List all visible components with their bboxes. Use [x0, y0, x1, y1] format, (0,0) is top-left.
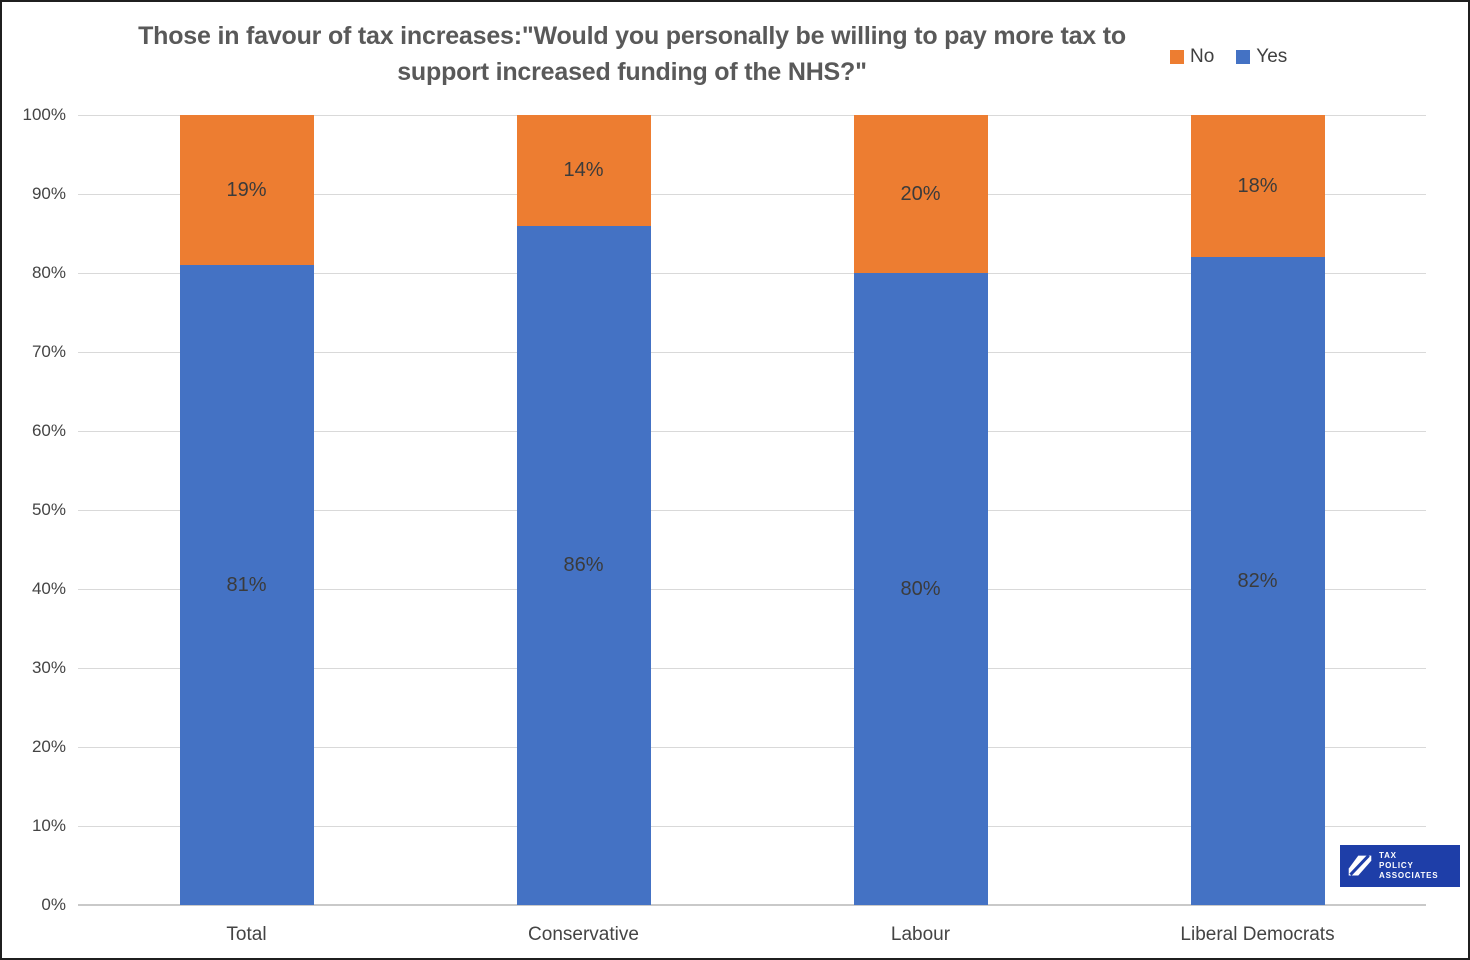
bar-segment-yes [516, 225, 651, 905]
x-category-label: Total [226, 924, 267, 945]
gridline [78, 746, 1426, 748]
gridline [78, 430, 1426, 432]
chart-title: Those in favour of tax increases:"Would … [138, 22, 1126, 86]
data-label-yes: 86% [563, 554, 604, 577]
logo-line-2: POLICY [1379, 861, 1414, 870]
legend-item-no: No [1170, 46, 1214, 68]
y-tick-label: 30% [31, 658, 66, 677]
bar-segment-yes [1190, 257, 1325, 905]
legend-swatch-yes [1236, 50, 1251, 64]
x-category-label: Liberal Democrats [1180, 924, 1335, 945]
y-tick-label: 70% [31, 342, 66, 361]
gridline [78, 114, 1426, 116]
data-label-yes: 81% [226, 574, 267, 597]
gridline [78, 588, 1426, 590]
legend-label-yes: Yes [1256, 46, 1288, 67]
gridline [78, 825, 1426, 827]
bar-segment-yes [853, 273, 988, 905]
y-tick-label: 10% [31, 816, 66, 835]
gridline [78, 193, 1426, 195]
data-label-yes: 80% [900, 578, 941, 600]
legend-label-no: No [1190, 46, 1215, 67]
data-label-no: 14% [563, 159, 604, 182]
y-tick-label: 40% [31, 579, 66, 598]
data-label-no: 18% [1237, 175, 1278, 198]
legend-item-yes: Yes [1236, 46, 1287, 68]
gridline [78, 667, 1426, 669]
y-tick-label: 80% [31, 263, 66, 282]
tax-policy-associates-logo-icon [1348, 854, 1372, 876]
x-axis-line [78, 904, 1426, 906]
bar-segment-yes [179, 265, 314, 905]
bar-segment-no [1190, 115, 1325, 258]
y-tick-label: 100% [22, 105, 66, 124]
x-category-label: Labour [890, 924, 951, 945]
bar-segment-no [179, 115, 314, 266]
logo-line-1: TAX [1379, 851, 1397, 860]
logo-line-3: ASSOCIATES [1379, 871, 1439, 880]
data-label-yes: 82% [1237, 570, 1278, 593]
bar-segment-no [853, 115, 988, 273]
y-tick-label: 20% [31, 737, 66, 756]
y-tick-label: 50% [31, 500, 66, 519]
bar-segment-no [516, 115, 651, 226]
legend: No Yes [1170, 46, 1287, 68]
x-category-label: Conservative [528, 924, 639, 945]
gridline [78, 272, 1426, 274]
gridline [78, 509, 1426, 511]
y-tick-label: 60% [31, 421, 66, 440]
legend-swatch-no [1170, 50, 1184, 64]
tax-policy-associates-logo: TAX POLICY ASSOCIATES [1340, 845, 1460, 887]
logo-text: TAX POLICY ASSOCIATES [1379, 851, 1438, 881]
gridline [78, 351, 1426, 353]
data-label-no: 19% [226, 179, 267, 202]
data-label-no: 20% [900, 183, 941, 205]
y-tick-label: 0% [41, 895, 66, 914]
y-tick-label: 90% [31, 184, 66, 203]
